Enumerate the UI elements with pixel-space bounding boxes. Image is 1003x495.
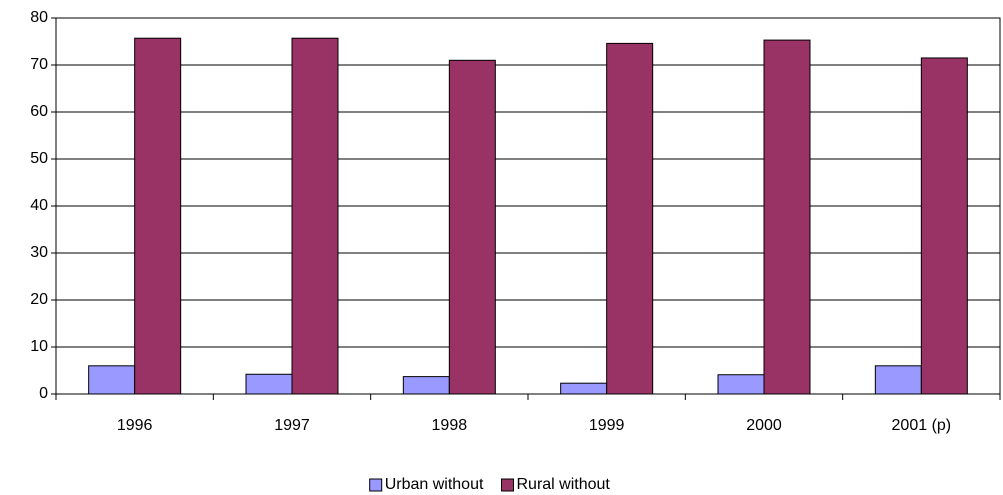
bar [134,37,182,395]
bar [717,374,765,395]
legend-swatch [369,478,383,492]
x-tick-label: 1997 [274,417,310,434]
x-tick-label: 1996 [117,417,153,434]
bar [448,59,496,395]
legend-label: Urban without [385,476,484,493]
y-tick-label: 80 [30,9,48,26]
bar [874,365,922,395]
x-tick-label: 2000 [746,417,782,434]
bar [606,42,654,395]
bar [763,39,811,395]
x-tick-label: 2001 (p) [892,417,952,434]
y-tick-label: 10 [30,338,48,355]
y-tick-label: 50 [30,150,48,167]
y-tick-label: 60 [30,103,48,120]
y-tick-label: 30 [30,244,48,261]
bar [88,365,136,395]
legend-label: Rural without [517,476,611,493]
x-tick-label: 1999 [589,417,625,434]
y-tick-label: 0 [39,385,48,402]
y-tick-label: 20 [30,291,48,308]
y-tick-label: 40 [30,197,48,214]
bar [920,57,968,395]
bar [560,382,608,395]
bar [291,37,339,395]
bar [245,373,293,395]
legend-swatch [501,478,514,492]
y-tick-label: 70 [30,56,48,73]
bar [402,376,450,395]
x-tick-label: 1998 [432,417,468,434]
